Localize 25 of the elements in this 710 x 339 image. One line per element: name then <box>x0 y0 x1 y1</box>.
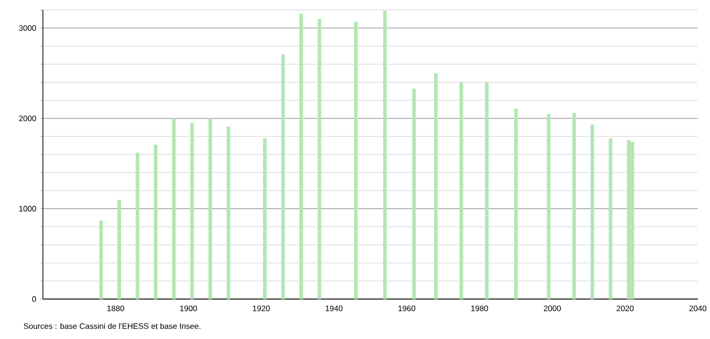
bar <box>546 114 550 300</box>
bar <box>626 140 631 300</box>
bar <box>318 19 322 300</box>
bar <box>118 200 122 300</box>
bar <box>172 118 176 300</box>
bar <box>383 10 387 300</box>
bar <box>485 82 489 300</box>
bar <box>590 124 594 300</box>
bar <box>226 126 230 300</box>
bar <box>608 138 612 300</box>
bar <box>208 118 212 300</box>
bar <box>154 144 158 300</box>
bar <box>630 142 634 300</box>
bar <box>99 220 103 300</box>
bar <box>263 138 267 300</box>
bar <box>572 112 576 300</box>
bar <box>136 152 140 300</box>
bar <box>514 108 518 300</box>
bar <box>434 73 438 300</box>
bar <box>299 14 304 300</box>
bar <box>281 54 285 300</box>
bar <box>412 88 416 300</box>
bar <box>354 22 358 300</box>
bar <box>190 122 194 300</box>
bar <box>460 82 464 300</box>
